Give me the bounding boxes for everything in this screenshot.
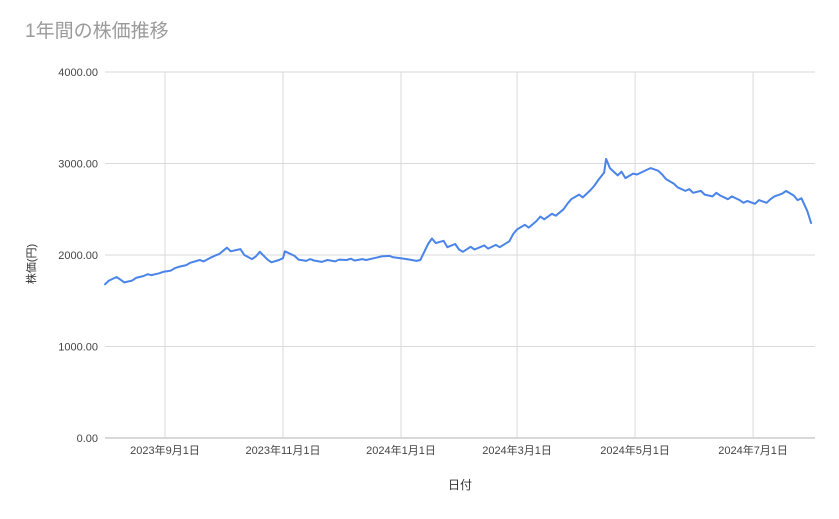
x-tick-label: 2024年7月1日 (718, 443, 788, 457)
stock-price-series-line (104, 157, 813, 286)
x-tick-label: 2023年9月1日 (130, 443, 200, 457)
y-tick-label: 4000.00 (58, 67, 98, 79)
y-tick-label: 0.00 (77, 433, 98, 445)
x-tick-label: 2024年1月1日 (366, 443, 436, 457)
y-tick-label: 1000.00 (58, 342, 98, 354)
x-tick-label: 2023年11月1日 (245, 443, 320, 457)
x-axis-title: 日付 (447, 478, 472, 492)
y-axis-title: 株価(円) (26, 243, 38, 285)
y-tick-label: 3000.00 (58, 159, 98, 171)
x-tick-label: 2024年3月1日 (482, 443, 552, 457)
y-tick-label: 2000.00 (58, 250, 98, 262)
chart-title: 1年間の株価推移 (25, 21, 169, 42)
x-tick-label: 2024年5月1日 (600, 443, 670, 457)
